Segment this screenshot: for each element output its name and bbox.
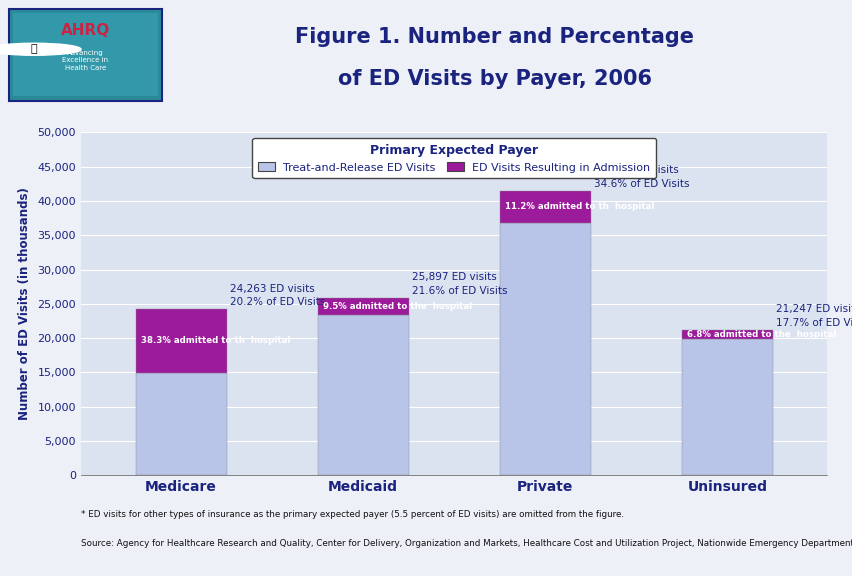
Circle shape <box>0 43 81 55</box>
Text: 41,519 ED visits
34.6% of ED Visits: 41,519 ED visits 34.6% of ED Visits <box>594 165 689 188</box>
Bar <box>499 222 590 475</box>
Text: 9.5% admitted to the  hospital: 9.5% admitted to the hospital <box>323 302 472 310</box>
Bar <box>681 339 772 475</box>
Bar <box>135 373 227 475</box>
Bar <box>317 314 408 475</box>
Text: 38.3% admitted to th  hospital: 38.3% admitted to th hospital <box>141 336 291 346</box>
Bar <box>317 298 408 314</box>
Text: Advancing
Excellence in
Health Care: Advancing Excellence in Health Care <box>62 50 108 71</box>
Text: Figure 1. Number and Percentage: Figure 1. Number and Percentage <box>295 27 694 47</box>
Bar <box>9 9 162 101</box>
Text: of ED Visits by Payer, 2006: of ED Visits by Payer, 2006 <box>337 69 651 89</box>
Text: 11.2% admitted to th  hospital: 11.2% admitted to th hospital <box>504 202 653 211</box>
Bar <box>499 191 590 222</box>
Bar <box>13 13 158 96</box>
Text: 21,247 ED visits
17.7% of ED Visits: 21,247 ED visits 17.7% of ED Visits <box>775 304 852 328</box>
Y-axis label: Number of ED Visits (in thousands): Number of ED Visits (in thousands) <box>18 187 31 420</box>
Bar <box>681 329 772 339</box>
Bar <box>135 309 227 373</box>
Text: AHRQ: AHRQ <box>60 23 110 38</box>
Text: 6.8% admitted to the  hospital: 6.8% admitted to the hospital <box>687 330 836 339</box>
Legend: Treat-and-Release ED Visits, ED Visits Resulting in Admission: Treat-and-Release ED Visits, ED Visits R… <box>252 138 655 178</box>
Text: * ED visits for other types of insurance as the primary expected payer (5.5 perc: * ED visits for other types of insurance… <box>81 510 624 519</box>
Text: 25,897 ED visits
21.6% of ED Visits: 25,897 ED visits 21.6% of ED Visits <box>412 272 507 295</box>
Text: 24,263 ED visits
20.2% of ED Visits: 24,263 ED visits 20.2% of ED Visits <box>230 283 325 307</box>
Text: Source: Agency for Healthcare Research and Quality, Center for Delivery, Organiz: Source: Agency for Healthcare Research a… <box>81 539 852 548</box>
Text: 🦅: 🦅 <box>31 44 37 54</box>
